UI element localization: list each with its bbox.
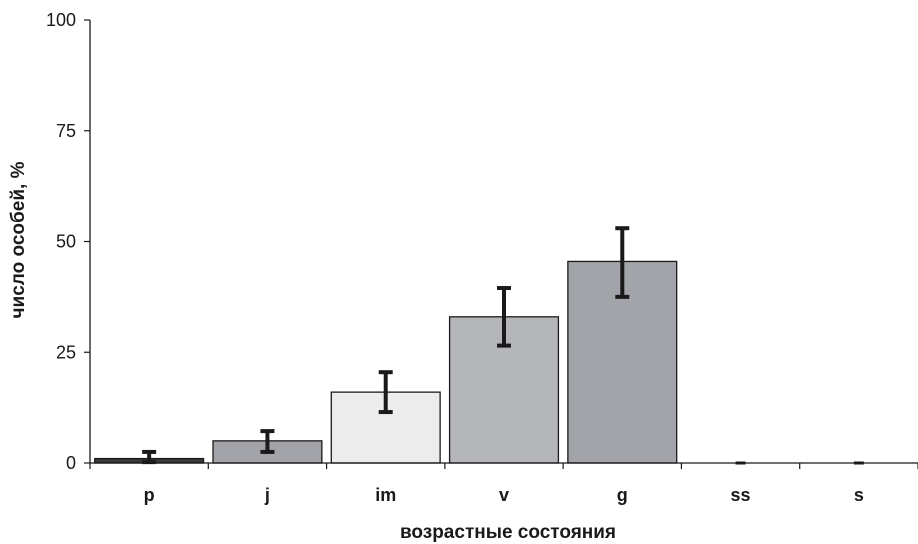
x-tick-label: s (854, 485, 864, 505)
x-tick-label: g (617, 485, 628, 505)
y-axis-title: число особей, % (8, 161, 29, 318)
error-bar-v (497, 286, 511, 348)
error-bar-p (142, 449, 157, 465)
y-tick-label: 0 (66, 453, 76, 473)
x-tick-label: j (264, 485, 270, 505)
y-tick-label: 25 (56, 342, 76, 362)
y-tick-label: 50 (56, 232, 76, 252)
x-tick-label: p (144, 485, 155, 505)
y-tick-label: 75 (56, 121, 76, 141)
error-bar-g (615, 226, 630, 299)
x-tick-label: v (499, 485, 509, 505)
x-tick-label: im (375, 485, 396, 505)
bars (94, 260, 678, 464)
x-axis-title: возрастные состояния (400, 522, 616, 543)
y-tick-label: 100 (46, 10, 76, 30)
error-bar-im (378, 370, 393, 415)
x-axis-category-labels: p j im v g ss s (144, 485, 864, 505)
x-tick-label: ss (731, 485, 751, 505)
y-axis-ticks: 0 25 50 75 100 (46, 10, 90, 473)
axes (89, 20, 918, 469)
error-bar-j (260, 429, 275, 454)
